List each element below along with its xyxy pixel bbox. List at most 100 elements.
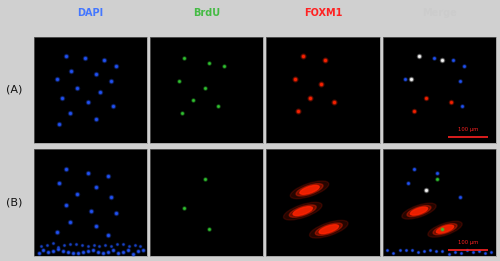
Point bbox=[113, 242, 121, 246]
Point bbox=[404, 181, 411, 186]
Point bbox=[463, 248, 471, 252]
Point bbox=[73, 192, 81, 196]
Point bbox=[410, 167, 418, 171]
Point bbox=[73, 86, 81, 90]
Point bbox=[463, 248, 471, 252]
Point bbox=[396, 248, 404, 252]
Point bbox=[422, 96, 430, 100]
Point bbox=[62, 203, 70, 207]
Point bbox=[298, 54, 306, 58]
Point bbox=[420, 249, 428, 253]
Point bbox=[44, 250, 52, 254]
Point bbox=[458, 104, 466, 108]
Point bbox=[410, 109, 418, 113]
Point bbox=[306, 96, 314, 100]
Point bbox=[92, 72, 100, 76]
Point bbox=[84, 171, 92, 175]
Point bbox=[317, 82, 325, 86]
Text: 100 μm: 100 μm bbox=[458, 127, 478, 132]
Point bbox=[54, 247, 62, 252]
Point bbox=[54, 247, 62, 252]
Point bbox=[129, 251, 137, 256]
Ellipse shape bbox=[296, 184, 323, 196]
Point bbox=[102, 243, 110, 247]
Point bbox=[92, 185, 100, 189]
Point bbox=[79, 250, 87, 254]
Point bbox=[291, 77, 299, 81]
Point bbox=[402, 247, 409, 252]
Point bbox=[104, 250, 112, 254]
Point bbox=[129, 251, 137, 256]
Point bbox=[112, 211, 120, 215]
Point bbox=[112, 211, 120, 215]
Point bbox=[60, 249, 68, 253]
Point bbox=[86, 209, 94, 213]
Point bbox=[449, 58, 457, 62]
Point bbox=[96, 244, 104, 248]
Point bbox=[456, 195, 464, 199]
Point bbox=[70, 251, 78, 256]
Point bbox=[205, 227, 213, 231]
Point bbox=[66, 111, 74, 115]
Point bbox=[94, 250, 102, 254]
Point bbox=[205, 61, 213, 65]
Point bbox=[66, 220, 74, 224]
Point bbox=[433, 171, 441, 175]
Point bbox=[54, 245, 62, 249]
Point bbox=[446, 100, 454, 105]
Point bbox=[84, 244, 92, 248]
Point bbox=[96, 90, 104, 94]
Point bbox=[110, 104, 118, 108]
Point bbox=[407, 77, 415, 81]
Point bbox=[330, 100, 338, 105]
Point bbox=[112, 64, 120, 68]
Point bbox=[104, 250, 112, 254]
Point bbox=[450, 250, 458, 254]
Point bbox=[42, 243, 50, 247]
Point bbox=[306, 96, 314, 100]
Point bbox=[112, 211, 120, 215]
Point bbox=[55, 122, 63, 126]
Point bbox=[422, 96, 430, 100]
Point bbox=[134, 249, 142, 253]
Point bbox=[420, 249, 428, 253]
Point bbox=[90, 243, 98, 247]
Point bbox=[92, 117, 100, 122]
Point bbox=[402, 77, 409, 81]
Point bbox=[174, 79, 182, 83]
Point bbox=[136, 244, 144, 248]
Point bbox=[62, 203, 70, 207]
Point bbox=[54, 245, 62, 249]
Point bbox=[124, 244, 132, 248]
Point bbox=[84, 249, 92, 253]
Point bbox=[124, 248, 132, 252]
Point bbox=[460, 64, 468, 68]
Point bbox=[433, 177, 441, 181]
Point bbox=[190, 98, 198, 102]
Point bbox=[100, 58, 108, 62]
Point bbox=[190, 98, 198, 102]
Point bbox=[432, 249, 440, 253]
Point bbox=[73, 86, 81, 90]
Point bbox=[449, 58, 457, 62]
Point bbox=[40, 248, 48, 252]
Point bbox=[138, 247, 146, 252]
Point bbox=[475, 249, 483, 253]
Point bbox=[119, 242, 127, 246]
Point bbox=[444, 251, 452, 256]
Point bbox=[488, 250, 496, 254]
Point bbox=[469, 250, 477, 254]
Point bbox=[124, 244, 132, 248]
Point bbox=[414, 250, 422, 254]
Point bbox=[74, 250, 82, 254]
Point bbox=[200, 177, 208, 181]
Point bbox=[54, 247, 62, 252]
Point bbox=[438, 248, 446, 253]
Point bbox=[73, 192, 81, 196]
Point bbox=[402, 77, 409, 81]
Point bbox=[390, 251, 398, 255]
Point bbox=[404, 181, 411, 186]
Point bbox=[66, 111, 74, 115]
Point bbox=[84, 100, 92, 105]
Point bbox=[90, 243, 98, 247]
